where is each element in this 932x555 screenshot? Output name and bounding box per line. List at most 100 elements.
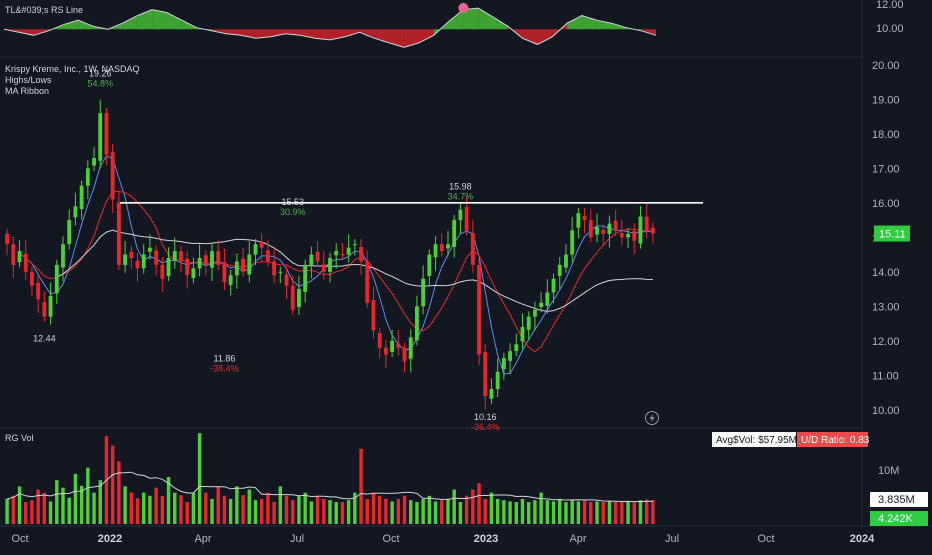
volume-bar[interactable]: [67, 497, 71, 524]
candle[interactable]: [272, 248, 277, 284]
volume-bar[interactable]: [371, 492, 376, 524]
candle[interactable]: [135, 252, 140, 282]
volume-bar[interactable]: [191, 492, 196, 524]
volume-bar[interactable]: [92, 492, 96, 524]
volume-bar[interactable]: [73, 473, 78, 524]
candle[interactable]: [601, 224, 606, 245]
volume-bar[interactable]: [259, 498, 264, 524]
candle[interactable]: [650, 222, 655, 245]
volume-bar[interactable]: [526, 502, 531, 524]
volume-bar[interactable]: [359, 448, 363, 524]
volume-bar[interactable]: [508, 501, 512, 524]
candle[interactable]: [371, 286, 376, 339]
candle[interactable]: [439, 233, 444, 257]
candle[interactable]: [483, 343, 488, 410]
volume-bar[interactable]: [620, 502, 624, 524]
volume-bar[interactable]: [86, 467, 90, 524]
candle[interactable]: [346, 234, 351, 263]
candle[interactable]: [508, 343, 513, 375]
volume-bar[interactable]: [570, 500, 574, 524]
candle[interactable]: [23, 240, 28, 280]
volume-bar[interactable]: [135, 498, 140, 524]
volume-bar[interactable]: [272, 502, 276, 524]
volume-bar[interactable]: [241, 495, 245, 524]
volume-bar[interactable]: [582, 500, 587, 524]
candle[interactable]: [396, 330, 401, 356]
volume-bar[interactable]: [42, 492, 47, 524]
candle[interactable]: [433, 236, 438, 271]
candle[interactable]: [17, 240, 22, 268]
volume-bar[interactable]: [446, 498, 450, 524]
volume-bar[interactable]: [427, 495, 432, 524]
price-axis[interactable]: 20.0019.0018.0017.0016.0015.0014.0013.00…: [872, 60, 900, 417]
volume-bar[interactable]: [197, 433, 202, 524]
candle[interactable]: [265, 239, 270, 267]
volume-bar[interactable]: [148, 495, 152, 524]
volume-bar[interactable]: [309, 501, 314, 524]
candle[interactable]: [290, 274, 295, 315]
candle[interactable]: [92, 147, 96, 171]
candle[interactable]: [383, 339, 388, 369]
candle[interactable]: [613, 210, 618, 236]
candle[interactable]: [253, 239, 258, 266]
volume-bar[interactable]: [253, 500, 258, 524]
volume-bar[interactable]: [353, 492, 357, 524]
volume-bar[interactable]: [384, 498, 388, 524]
candle[interactable]: [607, 215, 612, 248]
candle[interactable]: [458, 201, 463, 234]
candle[interactable]: [564, 243, 568, 273]
volume-bar[interactable]: [228, 498, 233, 524]
volume-bar[interactable]: [266, 492, 270, 524]
volume-bar[interactable]: [315, 495, 320, 524]
volume-bar[interactable]: [173, 492, 177, 524]
candle[interactable]: [179, 245, 183, 273]
candle[interactable]: [284, 266, 289, 300]
time-axis[interactable]: Oct 2022 Apr Jul Oct 2023 Apr Jul Oct 2024: [11, 533, 875, 545]
volume-bar[interactable]: [179, 495, 183, 524]
candle[interactable]: [259, 233, 264, 262]
candle[interactable]: [203, 250, 208, 276]
volume-bar[interactable]: [514, 502, 518, 524]
candle[interactable]: [278, 266, 283, 284]
candle[interactable]: [185, 250, 190, 289]
volume-bar[interactable]: [222, 495, 227, 524]
volume-bar[interactable]: [483, 498, 487, 524]
candle[interactable]: [551, 273, 556, 304]
candle[interactable]: [638, 205, 643, 249]
candle[interactable]: [116, 191, 121, 271]
candle[interactable]: [619, 219, 624, 246]
candle[interactable]: [570, 216, 575, 263]
volume-bar[interactable]: [61, 487, 65, 524]
volume-bar[interactable]: [396, 498, 401, 524]
volume-bar[interactable]: [278, 486, 283, 524]
candle[interactable]: [532, 301, 537, 331]
candle[interactable]: [595, 213, 599, 243]
candle[interactable]: [85, 160, 90, 200]
candle[interactable]: [576, 208, 581, 239]
volume-bar[interactable]: [558, 498, 562, 524]
volume-bar[interactable]: [11, 495, 16, 524]
volume-bar[interactable]: [377, 495, 382, 524]
candle[interactable]: [340, 243, 345, 260]
volume-bar[interactable]: [545, 500, 550, 524]
volume-bar[interactable]: [489, 492, 494, 524]
candle[interactable]: [5, 228, 10, 255]
candle[interactable]: [197, 244, 202, 277]
volume-bar[interactable]: [402, 495, 407, 524]
volume-bar[interactable]: [495, 498, 500, 524]
candle[interactable]: [36, 274, 41, 313]
volume-bar[interactable]: [613, 502, 618, 524]
candle[interactable]: [67, 209, 72, 250]
volume-bar[interactable]: [322, 498, 326, 524]
candle[interactable]: [452, 214, 457, 258]
candle[interactable]: [129, 246, 134, 269]
candle[interactable]: [160, 256, 165, 293]
volume-bar[interactable]: [334, 502, 338, 524]
candle[interactable]: [489, 378, 494, 404]
volume-bar[interactable]: [589, 502, 593, 524]
volume-bar[interactable]: [502, 500, 506, 524]
volume-bar[interactable]: [433, 501, 438, 524]
candle[interactable]: [210, 243, 214, 282]
volume-bar[interactable]: [17, 486, 22, 524]
